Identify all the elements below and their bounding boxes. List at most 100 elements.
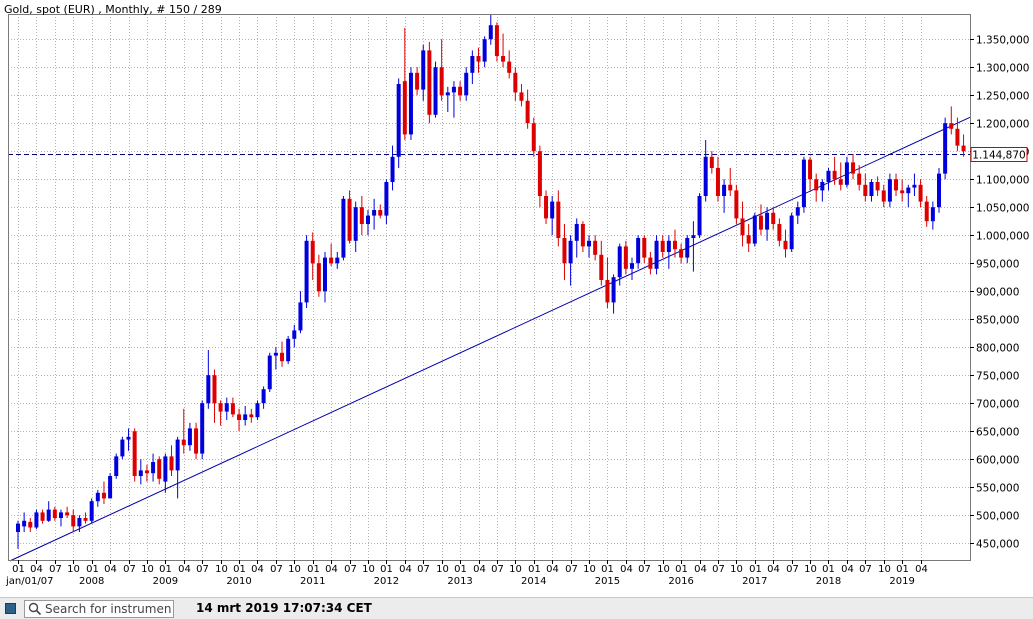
candle-body [243,414,248,420]
x-tick-label: 01 [675,564,688,575]
candle-body [378,210,383,216]
x-tick-label: 10 [878,564,891,575]
candle-body [347,198,352,241]
candle-body [323,257,327,292]
y-tick-label: 450,000 [976,539,1019,551]
candle-body [65,512,70,516]
candle-body [900,190,905,194]
candle-body [365,215,370,224]
x-tick-label: 01 [454,564,467,575]
candle-body [304,240,309,303]
x-tick-label: 10 [215,564,228,575]
candle-body [95,492,100,502]
candle-body [286,338,291,362]
search-input[interactable] [45,601,171,617]
candle-body [132,431,137,476]
x-tick-label: 04 [767,564,780,575]
x-tick-label: 04 [915,564,928,575]
plot-border [8,14,971,561]
x-year-label: 2015 [595,576,620,587]
x-year-label: jan/01/07 [5,576,53,587]
candle-body [771,212,776,224]
candle-body [255,403,260,418]
x-tick-label: 10 [141,564,154,575]
x-tick-label: 04 [620,564,633,575]
x-tick-label: 01 [749,564,762,575]
candle-body [28,521,33,528]
y-tick-label: 1.000,000 [976,231,1029,243]
candle-body [783,240,788,250]
candle-body [187,428,192,446]
candle-body [949,123,954,129]
x-tick-label: 04 [694,564,707,575]
x-tick-label: 04 [399,564,412,575]
candle-body [875,182,880,191]
candle-body [200,403,205,454]
candle-body [101,492,106,499]
candle-body [267,355,272,390]
price-chart[interactable]: 01 04 07 10 01 04 07 10 01 04 07 10 01 04 07 10 01 04 07 10… [0,0,1033,597]
candle-body [507,61,512,73]
candle-body [120,439,125,457]
candle-body [703,156,708,196]
candle-body [52,509,57,518]
x-year-label: 2012 [374,576,399,587]
x-tick-label: 07 [859,564,872,575]
candle-body [642,238,647,258]
candle-body [292,330,297,339]
search-box[interactable] [24,600,174,618]
status-bar: 14 mrt 2019 17:07:34 CET [0,597,1033,619]
x-year-label: 2008 [79,576,104,587]
candle-body [728,184,733,191]
grid [8,14,970,560]
candle-body [593,240,598,255]
candle-body [451,86,456,93]
candle-body [494,25,499,56]
candle-body [734,190,739,219]
candle-body [654,240,659,269]
trendline [9,116,971,562]
y-axis: 450,000 500,000 550,000 600,000 650,000 700,0… [970,35,1029,551]
x-tick-label: 04 [251,564,264,575]
candle-body [777,224,782,241]
chart-background [0,0,1033,597]
y-tick-label: 1.250,000 [976,91,1029,103]
y-tick-label: 700,000 [976,399,1019,411]
candle-body [273,352,278,356]
x-tick-label: 01 [307,564,320,575]
candle-body [930,207,935,222]
x-tick-label: 04 [473,564,486,575]
candle-body [857,173,862,185]
candle-body [531,123,536,152]
candle-body [894,179,899,191]
current-price-tag [970,147,1028,162]
candle-body [249,414,254,418]
x-tick-label: 07 [49,564,62,575]
candle-body [157,459,162,479]
x-year-label: 2010 [226,576,251,587]
candle-body [851,162,856,174]
candle-body [151,462,156,474]
candle-body [58,512,63,518]
candle-body [421,50,426,90]
y-tick-label: 1.350,000 [976,35,1029,47]
candle-body [384,182,389,216]
workspace-icon[interactable] [5,603,16,614]
candle-body [869,182,874,196]
x-tick-label: 07 [123,564,136,575]
candle-body [476,56,481,62]
candle-body [482,39,487,62]
candle-body [844,162,849,185]
y-tick-label: 850,000 [976,315,1019,327]
x-tick-label: 10 [436,564,449,575]
x-year-label: 2009 [153,576,178,587]
candle-body [568,240,573,264]
candle-body [212,375,217,404]
candle-body [415,72,420,90]
candle-body [599,254,604,280]
x-year-label: 2017 [742,576,767,587]
candle-body [832,170,837,180]
candle-body [691,235,696,238]
x-tick-label: 10 [288,564,301,575]
